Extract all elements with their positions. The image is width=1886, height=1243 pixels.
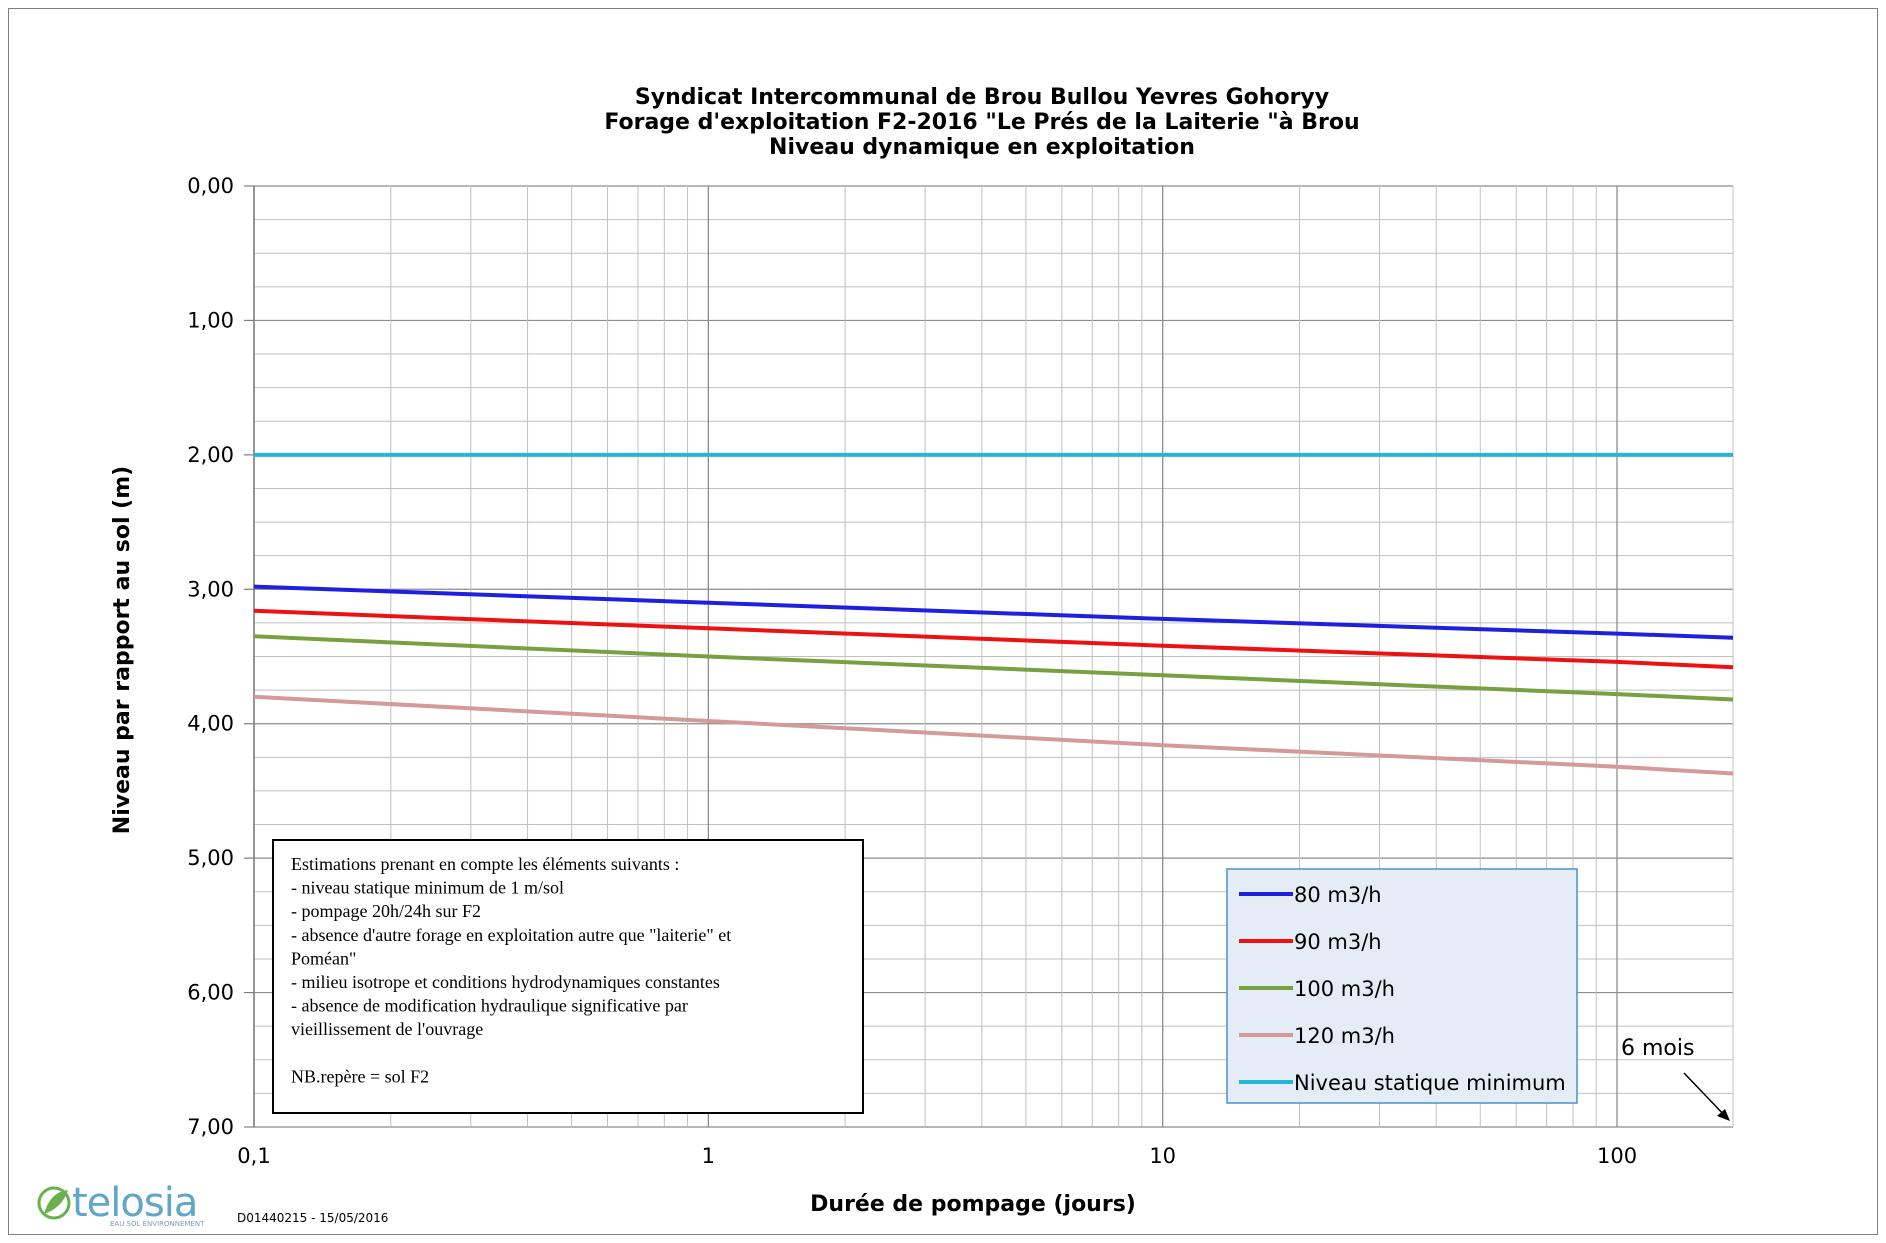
- y-tick-label: 0,00: [187, 174, 234, 198]
- axis-ticks: 0,00 1,00 2,00 3,00 4,00 5,00 6,00 7,000,1 1 10 10…: [187, 174, 1637, 1168]
- note-line: - milieu isotrope et conditions hydrodyn…: [291, 972, 720, 992]
- series-line-2: [253, 634, 1734, 702]
- y-tick-label: 1,00: [187, 308, 234, 332]
- legend-label: 80 m3/h: [1294, 883, 1382, 907]
- y-tick-label: 4,00: [187, 712, 234, 736]
- series-line-3: [253, 694, 1734, 776]
- annotation-arrowhead: [1717, 1109, 1730, 1121]
- note-line: - niveau statique minimum de 1 m/sol: [291, 878, 564, 898]
- x-tick-label: 10: [1149, 1144, 1176, 1168]
- y-tick-label: 2,00: [187, 443, 234, 467]
- six-month-annotation: 6 mois: [1621, 1036, 1730, 1121]
- logo-text: telosia: [72, 1180, 197, 1226]
- note-line: - pompage 20h/24h sur F2: [291, 901, 481, 921]
- note-line: NB.repère = sol F2: [291, 1066, 429, 1086]
- chart-title: Syndicat Intercommunal de Brou Bullou Ye…: [604, 85, 1359, 160]
- y-axis-title: Niveau par rapport au sol (m): [110, 466, 135, 834]
- title-line-1: Syndicat Intercommunal de Brou Bullou Ye…: [635, 85, 1329, 110]
- document-reference: D01440215 - 15/05/2016: [237, 1211, 388, 1225]
- annotation-label: 6 mois: [1621, 1036, 1694, 1061]
- legend-label: 90 m3/h: [1294, 930, 1382, 954]
- logo-subtitle: EAU SOL ENVIRONNEMENT: [110, 1220, 205, 1228]
- series-line-1: [253, 608, 1734, 670]
- x-tick-label: 0,1: [237, 1144, 270, 1168]
- annotation-arrow: [1683, 1072, 1728, 1119]
- logo-leaf-icon: [44, 1190, 68, 1214]
- note-box: [272, 839, 864, 1114]
- plot-series: [253, 452, 1734, 776]
- legend-label: 100 m3/h: [1294, 977, 1395, 1001]
- note-line: - absence d'autre forage en exploitation…: [291, 925, 731, 945]
- legend: 80 m3/h 90 m3/h 100 m3/h 120 m3/h Niveau sta…: [1226, 868, 1578, 1104]
- x-tick-label: 100: [1597, 1144, 1637, 1168]
- assumptions-note: Estimations prenant en compte les élémen…: [272, 839, 864, 1114]
- note-line: - absence de modification hydraulique si…: [291, 996, 688, 1016]
- x-axis-title: Durée de pompage (jours): [810, 1192, 1136, 1217]
- y-tick-label: 7,00: [187, 1115, 234, 1139]
- note-line: vieillissement de l'ouvrage: [291, 1019, 483, 1039]
- series-line-0: [253, 584, 1734, 640]
- legend-label: Niveau statique minimum: [1294, 1071, 1566, 1095]
- title-line-2: Forage d'exploitation F2-2016 "Le Prés d…: [604, 110, 1359, 135]
- y-tick-label: 3,00: [187, 577, 234, 601]
- y-tick-label: 6,00: [187, 981, 234, 1005]
- y-tick-label: 5,00: [187, 846, 234, 870]
- x-tick-label: 1: [702, 1144, 715, 1168]
- note-line: Poméan": [291, 948, 356, 968]
- telosia-logo: telosia EAU SOL ENVIRONNEMENT: [37, 1180, 205, 1228]
- title-line-3: Niveau dynamique en exploitation: [769, 135, 1195, 160]
- legend-label: 120 m3/h: [1294, 1024, 1395, 1048]
- note-line: Estimations prenant en compte les élémen…: [291, 854, 679, 874]
